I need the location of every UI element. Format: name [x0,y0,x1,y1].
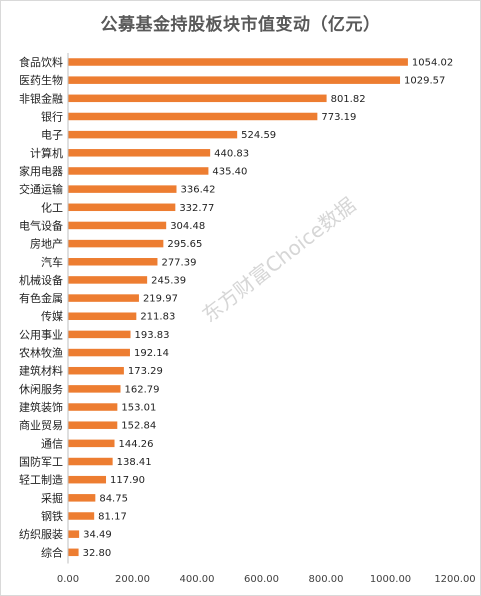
x-tick-label: 400.00 [180,574,215,585]
category-label: 电子 [41,129,63,142]
value-label: 435.40 [212,166,247,177]
bar-14 [68,312,137,320]
category-label: 轻工制造 [19,473,63,487]
category-label: 公用事业 [19,328,63,341]
bar-23 [68,475,107,484]
value-label: 277.39 [161,257,196,268]
category-label: 食品饮料 [19,55,63,69]
value-label: 84.75 [99,493,128,504]
bar-0 [68,58,408,66]
bar-26 [68,530,80,538]
bar-11 [68,258,158,266]
category-label: 非银金融 [19,91,63,105]
category-label: 银行 [41,109,63,123]
value-label: 138.41 [117,457,152,468]
value-labels: 1054.02 1029.57 801.82 773.19 524.59 440.83 43… [83,58,454,559]
x-tick-label: 600.00 [244,574,279,585]
value-label: 144.26 [119,439,154,450]
value-label: 524.59 [241,130,276,141]
value-label: 1054.02 [412,58,453,69]
value-label: 332.77 [179,203,214,214]
category-label: 家用电器 [19,164,63,178]
category-label: 国防军工 [19,455,63,469]
value-label: 245.39 [151,275,186,286]
bar-19 [68,403,118,411]
value-label: 295.65 [167,239,202,250]
category-labels: 食品饮料医药生物非银金融银行电子计算机家用电器交通运输化工电气设备房地产汽车机械… [19,55,63,559]
chart-title: 公募基金持股板块市值变动（亿元） [100,15,381,35]
bar-27 [68,548,79,557]
bar-17 [68,366,124,375]
value-label: 152.84 [121,421,156,432]
x-tick-label: 1000.00 [370,574,411,585]
category-label: 机械设备 [19,273,63,287]
value-label: 1029.57 [404,76,445,87]
value-label: 32.80 [83,548,112,559]
value-label: 173.29 [128,366,163,377]
value-label: 117.90 [110,475,145,486]
category-label: 休闲服务 [19,382,63,396]
x-tick-label: 800.00 [309,574,344,585]
category-label: 商业贸易 [19,418,63,432]
x-axis: 0.00 200.00 400.00 600.00 800.00 1000.00 1200.… [57,53,476,585]
category-label: 有色金属 [19,291,63,305]
x-tick-label: 0.00 [57,574,79,585]
x-tick-label: 1200.00 [434,574,475,585]
x-tick-label: 200.00 [115,574,150,585]
category-label: 电气设备 [19,218,63,232]
bar-6 [68,167,209,175]
value-label: 773.19 [321,112,356,123]
category-label: 房地产 [30,237,63,251]
bar-16 [68,348,130,357]
value-label: 162.79 [125,384,160,395]
category-label: 医药生物 [19,73,63,87]
bar-3 [68,112,318,121]
category-label: 农林牧渔 [19,346,63,360]
category-label: 交通运输 [19,182,63,196]
bar-22 [68,457,113,466]
bar-7 [68,185,177,193]
category-label: 传媒 [41,310,63,323]
value-label: 219.97 [143,294,178,305]
category-label: 汽车 [41,255,63,269]
bar-18 [68,385,121,393]
category-label: 采掘 [41,491,63,505]
category-label: 综合 [41,545,63,559]
bar-5 [68,149,211,157]
value-label: 34.49 [83,530,112,541]
bar-8 [68,203,176,212]
value-label: 192.14 [134,348,169,359]
value-label: 81.17 [98,512,127,523]
value-label: 193.83 [135,330,170,341]
bar-10 [68,239,164,248]
bar-13 [68,294,139,302]
bar-15 [68,330,131,339]
category-label: 建筑装饰 [19,400,63,414]
bar-25 [68,512,95,520]
bar-12 [68,276,148,284]
category-label: 纺织服装 [19,527,63,541]
bar-9 [68,221,167,230]
category-label: 通信 [41,437,63,450]
bar-2 [68,94,327,103]
category-label: 钢铁 [41,510,63,523]
bar-21 [68,439,115,448]
value-label: 801.82 [331,94,366,105]
value-label: 336.42 [181,185,216,196]
category-label: 计算机 [30,146,63,160]
category-label: 化工 [41,200,63,214]
value-label: 304.48 [170,221,205,232]
bar-4 [68,130,238,139]
bar-20 [68,421,118,429]
bar-group [68,58,408,557]
value-label: 440.83 [214,148,249,159]
category-label: 建筑材料 [19,364,63,378]
bar-1 [68,76,401,84]
value-label: 211.83 [140,312,175,323]
value-label: 153.01 [121,403,156,414]
bar-24 [68,494,96,502]
